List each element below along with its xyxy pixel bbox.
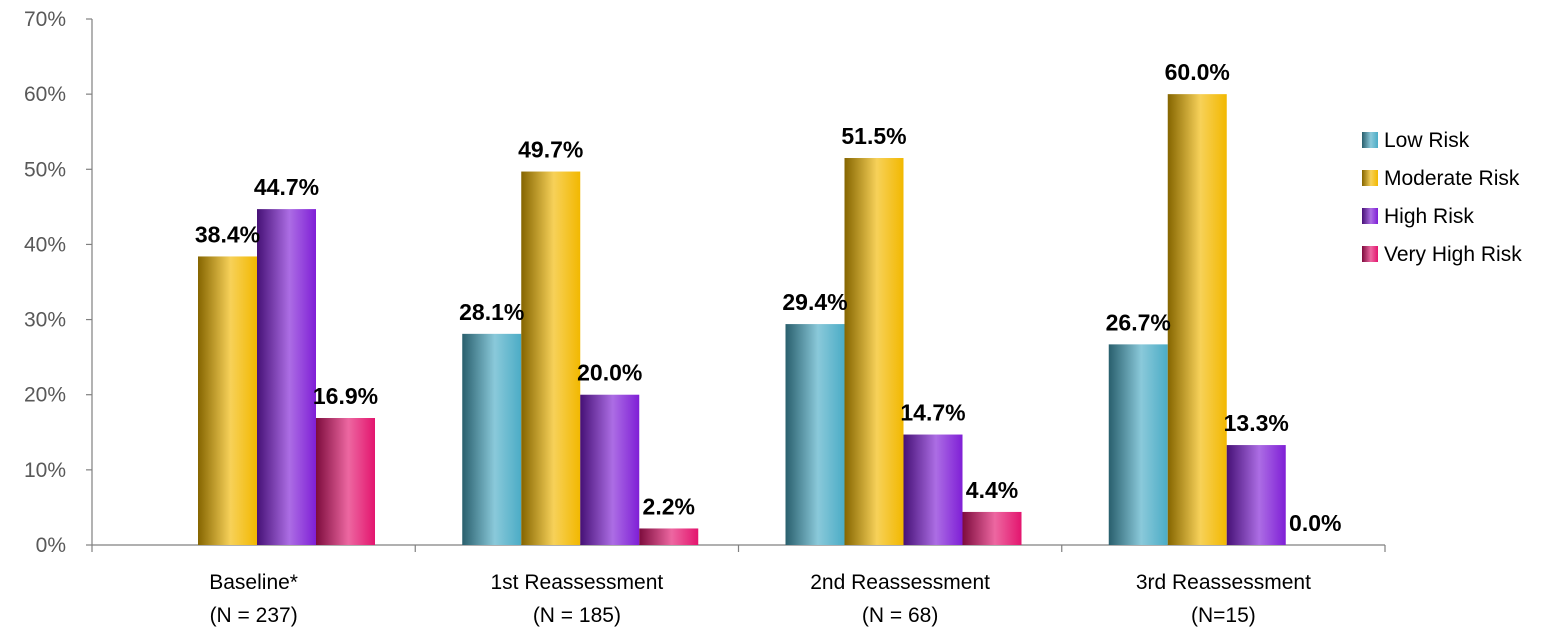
legend-item: Very High Risk [1362,243,1522,266]
bar-very-high-risk [316,418,375,545]
y-axis: 0% 10% 20% 30% 40% 50% 60% 70% [24,8,93,557]
data-label: 0.0% [1289,510,1341,536]
data-label: 51.5% [841,123,906,149]
x-tick-sublabel: (N = 68) [862,604,938,627]
x-tick-sublabel: (N = 237) [210,604,298,627]
y-tick-label: 0% [36,534,66,557]
data-labels: 38.4% 44.7% 16.9% 28.1% 49.7% 20.0% 2.2% 29.4% 5… [195,59,1342,536]
bar-high-risk [1226,445,1286,545]
bar-high-risk [903,434,963,545]
legend-label: Moderate Risk [1384,167,1520,190]
x-tick-label: 1st Reassessment [491,571,664,594]
y-tick-label: 30% [24,309,66,332]
x-tick-label: Baseline* [209,571,298,594]
x-tick-sublabel: (N = 185) [533,604,621,627]
y-tick-label: 20% [24,384,66,407]
y-tick-label: 40% [24,233,66,256]
bar-very-high-risk [962,511,1022,545]
legend-swatch [1362,246,1378,262]
data-label: 44.7% [254,174,319,200]
legend-item: Low Risk [1362,129,1470,152]
bar-moderate-risk [844,158,904,545]
data-label: 4.4% [966,477,1018,503]
bar-low-risk [1108,344,1168,545]
x-tick-label: 2nd Reassessment [810,571,990,594]
bar-low-risk [785,324,845,545]
bar-low-risk [462,333,522,545]
bar-high-risk [580,394,640,545]
data-label: 13.3% [1224,410,1289,436]
data-label: 20.0% [577,360,642,386]
x-axis: Baseline* (N = 237) 1st Reassessment (N = 1… [91,544,1386,627]
data-label: 29.4% [782,289,847,315]
x-tick-sublabel: (N=15) [1191,604,1256,627]
data-label: 60.0% [1165,59,1230,85]
data-label: 28.1% [459,299,524,325]
legend-swatch [1362,208,1378,224]
legend: Low Risk Moderate Risk High Risk Very High … [1362,129,1522,266]
data-label: 2.2% [643,493,695,519]
x-tick-label: 3rd Reassessment [1136,571,1311,594]
legend-item: Moderate Risk [1362,167,1520,190]
bar-high-risk [257,209,316,545]
y-tick-label: 70% [24,8,66,31]
legend-swatch [1362,132,1378,148]
legend-label: Low Risk [1384,129,1470,152]
data-label: 38.4% [195,221,260,247]
bar-moderate-risk [1167,94,1227,546]
legend-label: High Risk [1384,205,1474,228]
data-label: 49.7% [518,137,583,163]
y-tick-label: 50% [24,158,66,181]
legend-swatch [1362,170,1378,186]
bar-moderate-risk [521,171,581,546]
bars [198,94,1286,546]
bar-moderate-risk [198,256,257,545]
legend-label: Very High Risk [1384,243,1522,266]
y-tick-label: 10% [24,459,66,482]
y-tick-label: 60% [24,83,66,106]
data-label: 16.9% [313,383,378,409]
legend-item: High Risk [1362,205,1474,228]
bar-very-high-risk [639,528,699,545]
data-label: 26.7% [1106,309,1171,335]
data-label: 14.7% [900,400,965,426]
